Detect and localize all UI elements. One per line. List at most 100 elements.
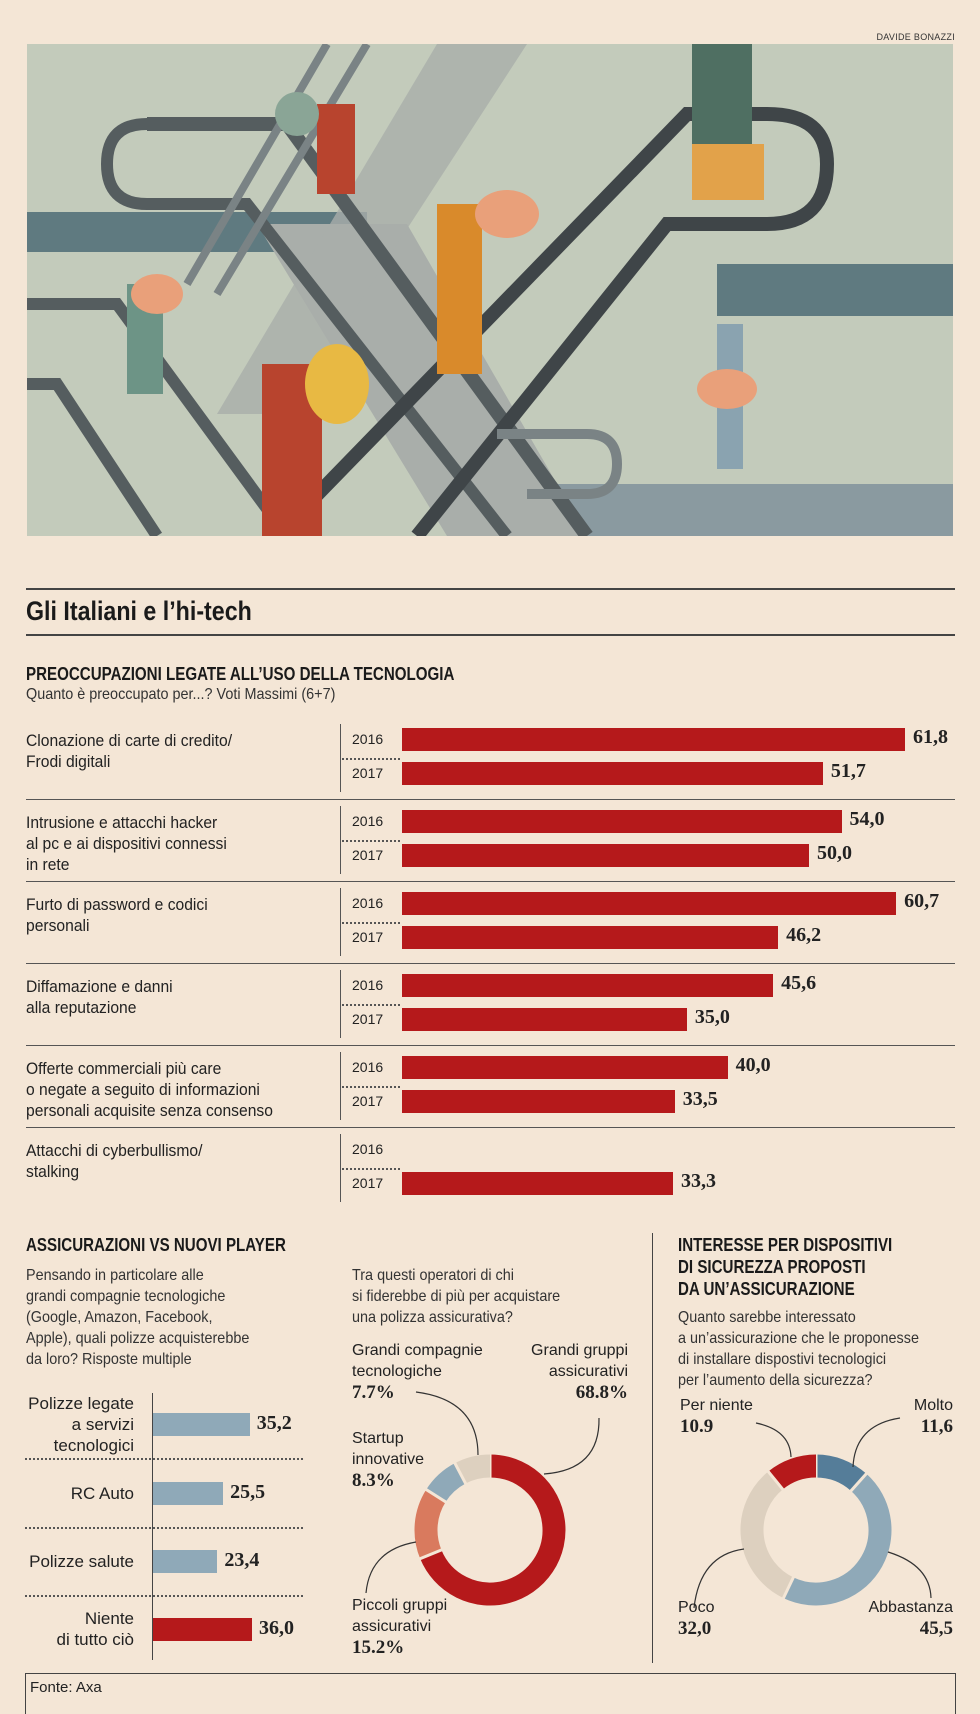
question-middle: Tra questi operatori di chi si fiderebbe… [352, 1265, 560, 1328]
slice-gap [765, 1468, 786, 1493]
row-separator [26, 799, 955, 800]
section-subtitle-concerns: Quanto è preoccupato per...? Voti Massim… [26, 686, 336, 703]
donut-label: Poco 32,0 [678, 1597, 714, 1639]
value-label: 35,2 [256, 1412, 292, 1434]
slice-value: 32,0 [678, 1618, 712, 1639]
year-label: 2017 [352, 1011, 384, 1027]
text-line: di installare dispostivi tecnologici [678, 1351, 887, 1368]
value-label: 46,2 [786, 924, 822, 946]
year-divider [342, 1004, 400, 1006]
bar-label: a servizi [71, 1414, 134, 1434]
row-label: Intrusione e attacchi hacker [26, 813, 218, 832]
bar-2016 [402, 810, 842, 833]
year-label: 2016 [352, 1141, 384, 1157]
bar-2016 [402, 728, 906, 751]
text-line: Quanto sarebbe interessato [678, 1309, 856, 1326]
year-label: 2016 [352, 977, 384, 993]
donut-slice [815, 1454, 867, 1492]
value-label: 33,3 [681, 1170, 717, 1192]
section-heading-security: INTERESSE PER DISPOSITIVI DI SICUREZZA P… [678, 1234, 892, 1300]
slice-label: assicurativi [548, 1363, 628, 1380]
value-label: 33,5 [682, 1088, 718, 1110]
text-line: (Google, Amazon, Facebook, [26, 1309, 213, 1326]
leader-line [415, 1391, 479, 1456]
row-label: o negate a seguito di informazioni [26, 1080, 260, 1099]
slice-value: 45,5 [919, 1618, 953, 1639]
year-label: 2016 [352, 731, 384, 747]
row-label: Furto di password e codici [26, 895, 208, 914]
section-heading-insurance: ASSICURAZIONI VS NUOVI PLAYER [26, 1235, 286, 1255]
heading-line: INTERESSE PER DISPOSITIVI [678, 1235, 893, 1255]
slice-gap [417, 1547, 445, 1562]
slice-label: Grandi compagnie [352, 1342, 483, 1359]
slice-value: 8.3% [352, 1470, 395, 1491]
top-rule [26, 588, 955, 590]
bar [153, 1550, 218, 1573]
bar-label: Polizze legate [28, 1393, 134, 1413]
year-label: 2017 [352, 1175, 384, 1191]
axis-line [152, 1393, 153, 1660]
value-label: 23,4 [224, 1549, 260, 1571]
section-heading-concerns: PREOCCUPAZIONI LEGATE ALL’USO DELLA TECN… [26, 664, 455, 684]
row-separator [26, 881, 955, 882]
bar-2016 [402, 1056, 728, 1079]
year-label: 2017 [352, 765, 384, 781]
bar-label: di tutto ciò [56, 1630, 135, 1649]
bar-label: Polizze salute [29, 1551, 134, 1571]
donut-label: Per niente 10.9 [680, 1395, 753, 1437]
leader-line [852, 1417, 901, 1468]
row-label: alla reputazione [26, 998, 137, 1017]
slice-value: 10.9 [680, 1416, 714, 1437]
bar [153, 1413, 250, 1436]
text-line: a un’assicurazione che le proponesse [678, 1330, 919, 1347]
column-divider [652, 1233, 653, 1663]
source-box: Fonte: Axa [25, 1673, 956, 1714]
value-label: 51,7 [830, 760, 866, 782]
title-rule [26, 634, 955, 636]
value-label: 50,0 [817, 842, 852, 864]
row-brace [340, 888, 341, 956]
bar-2017 [402, 844, 809, 867]
row-brace [340, 724, 341, 792]
row-separator [26, 963, 955, 964]
bar-2016 [402, 892, 897, 915]
value-label: 54,0 [849, 808, 885, 830]
row-label: stalking [26, 1162, 80, 1181]
heading-line: DA UN’ASSICURAZIONE [678, 1279, 855, 1299]
row-brace [340, 806, 341, 874]
donut-slice [420, 1454, 566, 1606]
year-divider [342, 922, 400, 924]
row-separator [26, 1045, 955, 1046]
dotted-separator [25, 1595, 303, 1597]
row-label: personali acquisite senza consenso [26, 1101, 273, 1120]
donut-label: Startup innovative 8.3% [352, 1428, 424, 1491]
slice-gap [848, 1470, 870, 1494]
slice-value: 68.8% [575, 1382, 628, 1403]
value-label: 36,0 [259, 1617, 294, 1639]
donut-slice [454, 1454, 491, 1484]
bar-2016 [402, 974, 774, 997]
year-label: 2017 [352, 1093, 384, 1109]
donut-label: Piccoli gruppi assicurativi 15.2% [352, 1595, 447, 1658]
escalator-illustration [27, 44, 953, 536]
slice-label: Per niente [680, 1397, 753, 1414]
bar-2017 [402, 762, 823, 785]
bar-2017 [402, 1172, 674, 1195]
leader-line [543, 1417, 600, 1475]
leader-line [693, 1548, 745, 1609]
donut-slice [740, 1471, 794, 1599]
row-brace [340, 1052, 341, 1120]
bar [153, 1482, 224, 1505]
slice-label: Startup [352, 1430, 404, 1447]
year-divider [342, 840, 400, 842]
donut-slice [768, 1454, 817, 1490]
question-right: Quanto sarebbe interessato a un’assicura… [678, 1307, 919, 1391]
row-label: in rete [26, 855, 70, 874]
bar-2017 [402, 1008, 687, 1031]
year-label: 2017 [352, 847, 384, 863]
leader-line [365, 1541, 417, 1594]
question-left: Pensando in particolare alle grandi comp… [26, 1265, 249, 1370]
row-label: Clonazione di carte di credito/ [26, 731, 233, 750]
text-line: grandi compagnie tecnologiche [26, 1288, 226, 1305]
